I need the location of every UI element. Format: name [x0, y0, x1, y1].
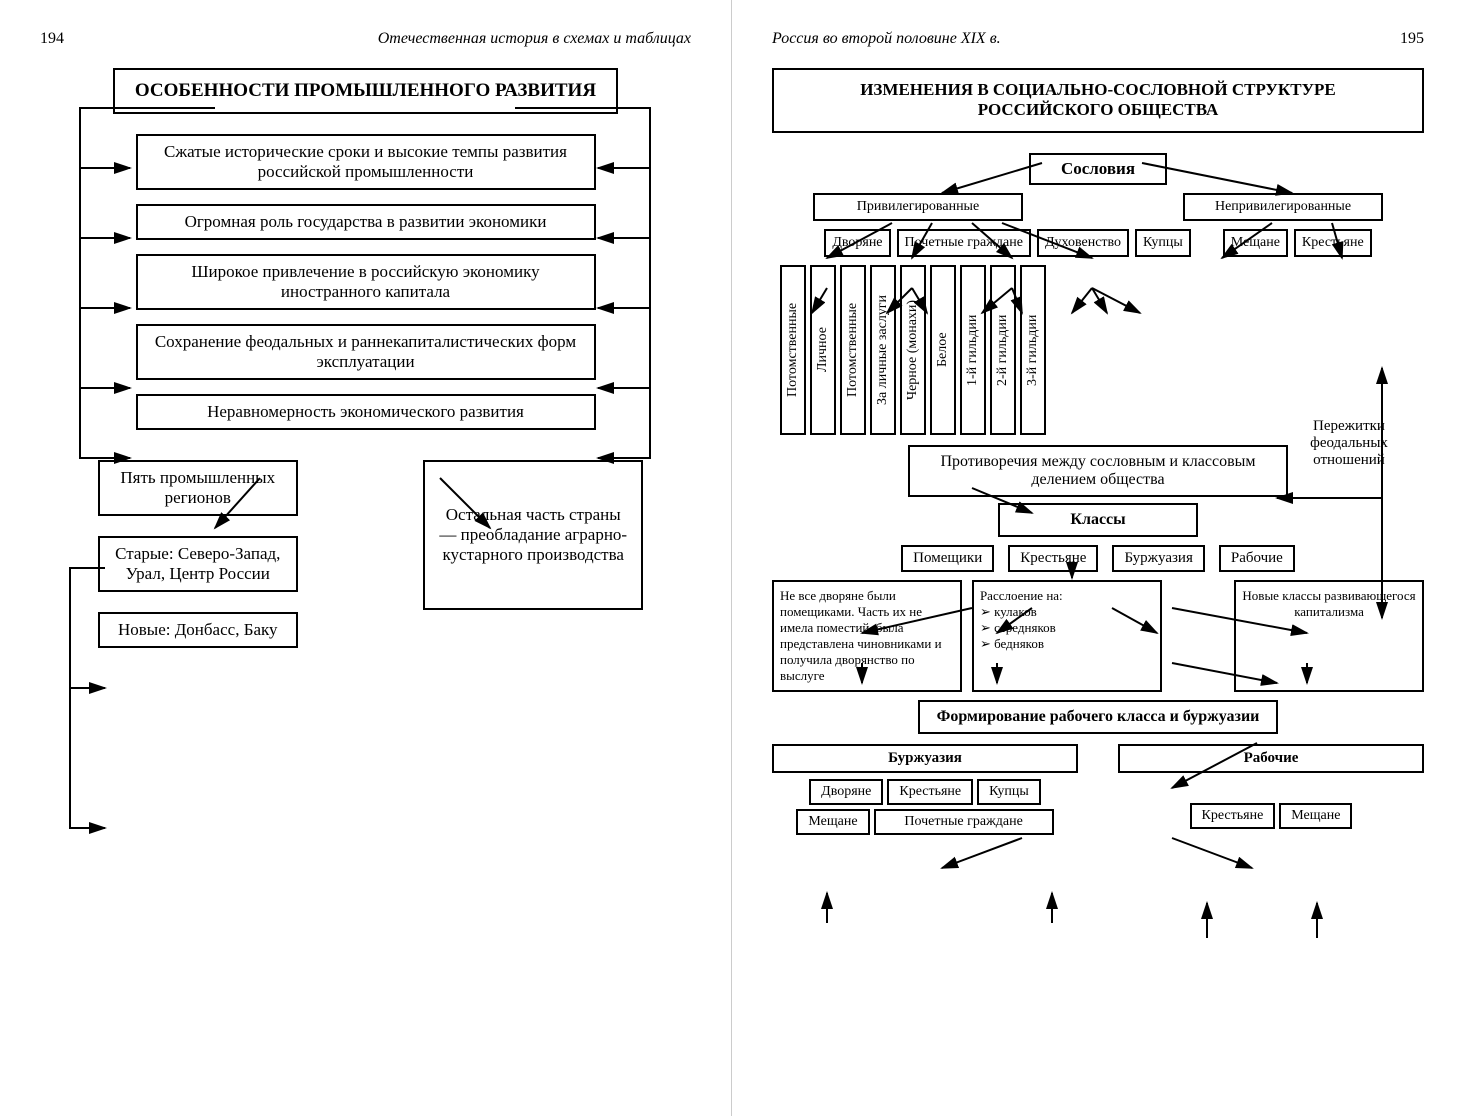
page-header-left: 194 Отечественная история в схемах и таб… — [40, 30, 691, 48]
w-src-1: Крестьяне — [1190, 803, 1276, 829]
sub-8: 2-й гильдии — [990, 265, 1016, 435]
estate-duhov: Духовенство — [1037, 229, 1129, 257]
right-diagram: ИЗМЕНЕНИЯ В СОЦИАЛЬНО-СОСЛОВНОЙ СТРУКТУР… — [772, 68, 1424, 1068]
sub-7: 1-й гильдии — [960, 265, 986, 435]
left-col-rest: Остальная часть страны — преобладание аг… — [396, 460, 672, 648]
left-col-regions: Пять промышленных регионов Старые: Север… — [60, 460, 336, 648]
feature-box-5: Неравномерность экономического развития — [136, 394, 596, 430]
page-left: 194 Отечественная история в схемах и таб… — [0, 0, 732, 1116]
class-pomesh: Помещики — [901, 545, 994, 572]
estate-krest: Крестьяне — [1294, 229, 1372, 257]
sub-3: Потомственные — [840, 265, 866, 435]
class-rab: Рабочие — [1219, 545, 1295, 572]
estates-root: Сословия — [1029, 153, 1167, 185]
info-pomesh: Не все дворяне были помещиками. Часть их… — [772, 580, 962, 692]
b-src-2: Крестьяне — [887, 779, 973, 805]
estate-kupcy: Купцы — [1135, 229, 1191, 257]
left-diagram: ОСОБЕННОСТИ ПРОМЫШЛЕННОГО РАЗВИТИЯ Сжаты… — [40, 68, 691, 1068]
feature-box-3: Широкое привлечение в российскую экономи… — [136, 254, 596, 310]
left-title: ОСОБЕННОСТИ ПРОМЫШЛЕННОГО РАЗВИТИЯ — [113, 68, 618, 114]
classes-label: Классы — [998, 503, 1198, 537]
estate-meshane: Мещане — [1223, 229, 1288, 257]
nonprivileged-box: Непривилегированные — [1183, 193, 1383, 221]
page-header-right: Россия во второй половине XIX в. 195 — [772, 30, 1424, 48]
info-krest-i2: середняков — [994, 620, 1056, 635]
info-krest-i3: бедняков — [994, 636, 1044, 651]
feature-box-1: Сжатые исторические сроки и высокие темп… — [136, 134, 596, 190]
classes-row: Помещики Крестьяне Буржуазия Рабочие — [772, 545, 1424, 572]
privileged-box: Привилегированные — [813, 193, 1023, 221]
contradiction-box: Противоречия между сословным и классовым… — [908, 445, 1288, 497]
formation-box: Формирование рабочего класса и буржуазии — [918, 700, 1278, 734]
book-title-left: Отечественная история в схемах и таблица… — [378, 30, 691, 48]
class-krest: Крестьяне — [1008, 545, 1098, 572]
sub-6: Белое — [930, 265, 956, 435]
bottom-row: Буржуазия Дворяне Крестьяне Купцы Мещане… — [772, 744, 1424, 835]
regions-box-1: Пять промышленных регионов — [98, 460, 298, 516]
sub-2: Личное — [810, 265, 836, 435]
page-right: Россия во второй половине XIX в. 195 — [732, 0, 1464, 1116]
sub-5: Черное (монахи) — [900, 265, 926, 435]
workers-title: Рабочие — [1118, 744, 1424, 773]
info-krest: Расслоение на: ➢ кулаков ➢ середняков ➢ … — [972, 580, 1162, 692]
bourgeois-col: Буржуазия Дворяне Крестьяне Купцы Мещане… — [772, 744, 1078, 835]
sub-1: Потомственные — [780, 265, 806, 435]
b-src-1: Дворяне — [809, 779, 883, 805]
book-title-right: Россия во второй половине XIX в. — [772, 30, 1001, 48]
sub-estates-row: Потомственные Личное Потомственные За ли… — [772, 265, 1424, 435]
right-title: ИЗМЕНЕНИЯ В СОЦИАЛЬНО-СОСЛОВНОЙ СТРУКТУР… — [772, 68, 1424, 133]
page-number-left: 194 — [40, 30, 64, 48]
info-krest-i1: кулаков — [994, 604, 1037, 619]
b-src-5: Почетные граждане — [874, 809, 1054, 835]
rest-country-box: Остальная часть страны — преобладание аг… — [423, 460, 643, 610]
b-src-4: Мещане — [796, 809, 869, 835]
estate-pochgr: Почетные граждане — [897, 229, 1031, 257]
regions-box-3: Новые: Донбасс, Баку — [98, 612, 298, 648]
regions-box-2: Старые: Северо-Запад, Урал, Центр России — [98, 536, 298, 592]
sub-4: За личные заслуги — [870, 265, 896, 435]
left-lower: Пять промышленных регионов Старые: Север… — [40, 460, 691, 648]
info-new-classes: Новые классы развивающегося капитализма — [1234, 580, 1424, 692]
info-row: Не все дворяне были помещиками. Часть их… — [772, 580, 1424, 692]
feudal-remnants-note: Пережитки феодальных отношений — [1284, 418, 1414, 469]
w-src-2: Мещане — [1279, 803, 1352, 829]
b-src-3: Купцы — [977, 779, 1041, 805]
bourgeois-title: Буржуазия — [772, 744, 1078, 773]
workers-col: Рабочие Крестьяне Мещане — [1118, 744, 1424, 835]
feature-box-2: Огромная роль государства в развитии эко… — [136, 204, 596, 240]
feature-box-4: Сохранение феодальных и раннекапиталисти… — [136, 324, 596, 380]
page-number-right: 195 — [1400, 30, 1424, 48]
estate-dvoryane: Дворяне — [824, 229, 890, 257]
info-krest-title: Расслоение на: — [980, 588, 1063, 603]
sub-9: 3-й гильдии — [1020, 265, 1046, 435]
class-burzh: Буржуазия — [1112, 545, 1204, 572]
